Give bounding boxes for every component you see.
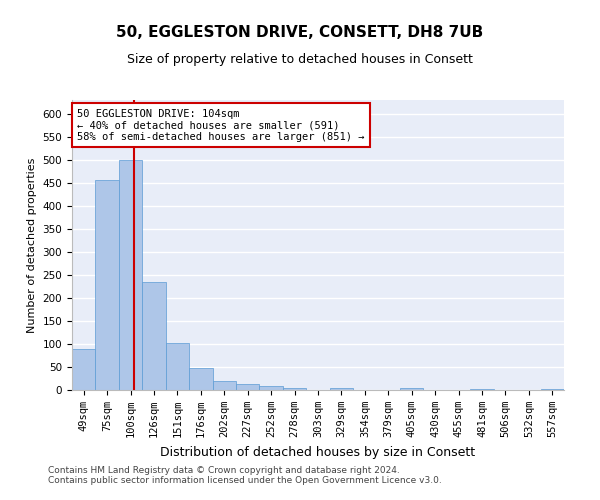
Text: Size of property relative to detached houses in Consett: Size of property relative to detached ho… <box>127 52 473 66</box>
Bar <box>470 388 494 390</box>
Text: 50, EGGLESTON DRIVE, CONSETT, DH8 7UB: 50, EGGLESTON DRIVE, CONSETT, DH8 7UB <box>116 25 484 40</box>
Bar <box>400 388 424 390</box>
Bar <box>142 282 166 390</box>
Bar <box>95 180 119 390</box>
Text: Contains HM Land Registry data © Crown copyright and database right 2024.
Contai: Contains HM Land Registry data © Crown c… <box>48 466 442 485</box>
Bar <box>259 386 283 390</box>
Bar <box>283 388 306 390</box>
Bar <box>330 388 353 390</box>
Y-axis label: Number of detached properties: Number of detached properties <box>27 158 37 332</box>
Bar <box>541 388 564 390</box>
Bar <box>166 343 189 390</box>
Bar <box>189 368 212 390</box>
Text: 50 EGGLESTON DRIVE: 104sqm
← 40% of detached houses are smaller (591)
58% of sem: 50 EGGLESTON DRIVE: 104sqm ← 40% of deta… <box>77 108 364 142</box>
X-axis label: Distribution of detached houses by size in Consett: Distribution of detached houses by size … <box>160 446 476 458</box>
Bar <box>236 384 259 390</box>
Bar <box>212 381 236 390</box>
Bar <box>119 160 142 390</box>
Bar <box>72 350 95 390</box>
